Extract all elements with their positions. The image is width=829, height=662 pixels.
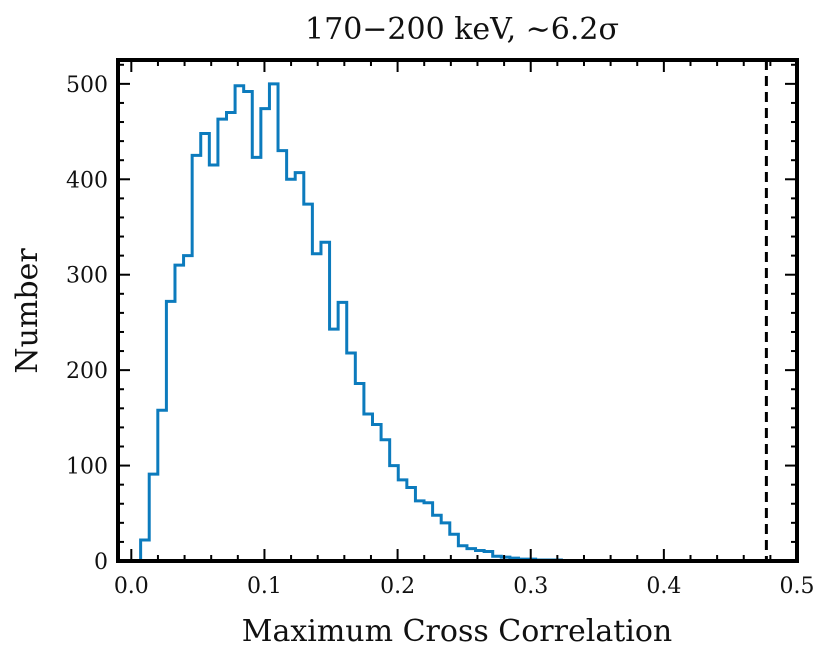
plot-frame <box>116 58 799 563</box>
x-tick-label: 0.4 <box>646 574 681 599</box>
y-tick-label: 500 <box>66 73 108 98</box>
x-tick-label: 0.3 <box>513 574 548 599</box>
chart-title: 170−200 keV, ∼6.2σ <box>305 12 619 47</box>
y-tick-label: 100 <box>66 455 108 480</box>
y-tick-label: 300 <box>66 264 108 289</box>
y-tick-label: 200 <box>66 359 108 384</box>
x-tick-label: 0.0 <box>114 574 149 599</box>
x-tick-label: 0.2 <box>380 574 415 599</box>
x-tick-label: 0.5 <box>780 574 815 599</box>
histogram-series <box>139 82 570 563</box>
y-tick-label: 0 <box>94 550 108 575</box>
y-tick-label: 400 <box>66 168 108 193</box>
plot-area <box>139 60 768 563</box>
y-axis-title: Number <box>10 248 45 374</box>
axis-tick-labels: 0.0 0.1 0.2 0.3 0.4 0.5 0 100 200 300 400 500 <box>66 73 815 599</box>
axis-ticks <box>118 60 798 562</box>
x-axis-title: Maximum Cross Correlation <box>242 614 673 649</box>
x-tick-label: 0.1 <box>247 574 282 599</box>
